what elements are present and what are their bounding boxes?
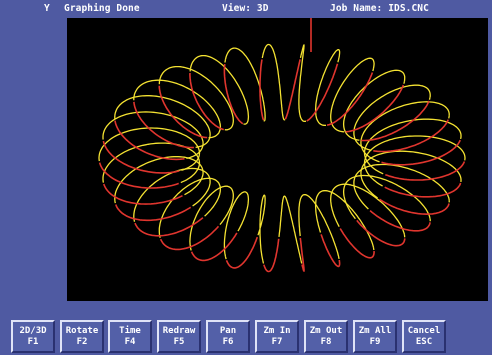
- fkey-button-f8[interactable]: Zm Out F8: [304, 320, 348, 353]
- toolpath-coil-segment: [363, 135, 466, 187]
- toolpath-coil-segment: [369, 210, 431, 232]
- fkey-label: Redraw: [162, 326, 196, 336]
- toolpath-coil-segment: [262, 43, 302, 121]
- fkey-button-f9[interactable]: Zm All F9: [353, 320, 397, 353]
- toolpath-coil-segment: [342, 174, 431, 238]
- toolpath-coil-segment: [189, 72, 224, 131]
- toolpath-coil-segment: [262, 195, 302, 264]
- toolpath-coil-segment: [114, 120, 185, 161]
- toolpath-coil-segment: [320, 234, 341, 268]
- toolpath-coil-segment: [102, 140, 180, 174]
- fkey-button-f6[interactable]: Pan F6: [206, 320, 250, 353]
- toolpath-coil-segment: [326, 72, 374, 126]
- toolpath-coil-segment: [133, 177, 222, 235]
- fkey-key: F1: [27, 337, 39, 347]
- fkey-key: F8: [320, 337, 332, 347]
- toolpath-coil-segment: [115, 204, 192, 222]
- toolpath-coil-segment: [299, 237, 305, 272]
- toolpath-coil-segment: [190, 232, 238, 262]
- toolpath-coil-segment: [385, 161, 466, 181]
- fkey-button-f2[interactable]: Rotate F2: [60, 320, 104, 353]
- toolpath-coil-segment: [330, 57, 406, 133]
- toolpath-coil-segment: [314, 189, 375, 260]
- toolpath-coil-segment: [298, 193, 340, 264]
- fkey-key: F4: [124, 337, 136, 347]
- toolpath-coil-segment: [223, 64, 244, 125]
- toolpath-coil-segment: [103, 183, 183, 205]
- fkey-key: F7: [271, 337, 283, 347]
- toolpath-coil-segment: [159, 225, 220, 251]
- toolpath-coil-segment: [133, 79, 222, 139]
- toolpath-coil-segment: [339, 228, 375, 259]
- toolpath-coil-segment: [342, 69, 431, 141]
- fkey-key: F2: [76, 337, 88, 347]
- fkey-label: Zm All: [358, 326, 392, 336]
- toolpath-coil-segment: [263, 238, 280, 273]
- toolpath-coil-segment: [306, 63, 339, 122]
- toolpath-coil-segment: [360, 150, 462, 203]
- toolpath-coil-segment: [114, 167, 211, 219]
- fkey-key: F6: [222, 337, 234, 347]
- status-mode-indicator: Y: [44, 3, 50, 14]
- fkey-button-esc[interactable]: Cancel ESC: [402, 320, 446, 353]
- toolpath-coil-segment: [98, 142, 201, 184]
- fkey-key: F9: [369, 337, 381, 347]
- toolpath-coil-segment: [384, 182, 462, 198]
- toolpath-coil-segment: [102, 111, 204, 160]
- toolpath-coil-segment: [379, 198, 450, 216]
- fkey-button-f4[interactable]: Time F4: [108, 320, 152, 353]
- status-view-mode: View: 3D: [222, 3, 269, 14]
- status-bar: Y Graphing Done View: 3D Job Name: IDS.C…: [0, 0, 492, 18]
- graphics-viewport[interactable]: [67, 18, 488, 301]
- toolpath-coil-segment: [381, 139, 461, 166]
- toolpath-coil-segment: [314, 48, 375, 127]
- toolpath-coil-segment: [189, 191, 250, 257]
- toolpath-coil-segment: [225, 236, 259, 269]
- toolpath-coil-segment: [360, 101, 462, 163]
- toolpath-coil-segment: [373, 119, 449, 153]
- function-key-bar: 2D/3D F1 Rotate F2 Time F4 Redraw F5 Pan F6 Zm In F…: [0, 318, 492, 355]
- toolpath-graphic: [98, 18, 466, 273]
- fkey-label: Pan: [219, 326, 237, 336]
- toolpath-coil-segment: [158, 65, 234, 131]
- toolpath-coil-segment: [361, 100, 430, 142]
- toolpath-coil-segment: [353, 84, 450, 152]
- fkey-label: Rotate: [65, 326, 99, 336]
- toolpath-coil-segment: [189, 54, 250, 125]
- fkey-button-f7[interactable]: Zm In F7: [255, 320, 299, 353]
- toolpath-coil-segment: [224, 47, 266, 122]
- toolpath-coil-segment: [133, 101, 194, 149]
- toolpath-coil-segment: [363, 118, 466, 175]
- fkey-label: Time: [119, 326, 141, 336]
- fkey-button-f5[interactable]: Redraw F5: [157, 320, 201, 353]
- toolpath-coil-segment: [356, 219, 406, 247]
- fkey-button-f1[interactable]: 2D/3D F1: [11, 320, 55, 353]
- toolpath-coil-segment: [330, 183, 406, 251]
- fkey-label: Cancel: [407, 326, 441, 336]
- toolpath-coil-segment: [284, 59, 301, 120]
- fkey-label: Zm Out: [309, 326, 343, 336]
- toolpath-coil-segment: [345, 84, 405, 133]
- toolpath-coil-segment: [98, 127, 201, 171]
- status-message: Graphing Done: [64, 3, 140, 14]
- toolpath-coil-segment: [298, 44, 340, 123]
- fkey-label: 2D/3D: [19, 326, 47, 336]
- toolpath-coil-segment: [98, 162, 179, 189]
- toolpath-coil-segment: [158, 85, 208, 139]
- toolpath-helix-red: [98, 59, 466, 273]
- toolpath-coil-segment: [114, 95, 211, 149]
- status-job-name: Job Name: IDS.CNC: [330, 3, 429, 14]
- fkey-key: ESC: [415, 337, 433, 347]
- toolpath-coil-segment: [102, 155, 204, 201]
- toolpath-coil-segment: [224, 194, 266, 262]
- toolpath-coil-segment: [353, 163, 450, 222]
- toolpath-helix-yellow: [98, 43, 466, 264]
- fkey-key: F5: [173, 337, 185, 347]
- toolpath-coil-segment: [134, 217, 204, 237]
- toolpath-coil-segment: [259, 59, 265, 121]
- fkey-label: Zm In: [263, 326, 291, 336]
